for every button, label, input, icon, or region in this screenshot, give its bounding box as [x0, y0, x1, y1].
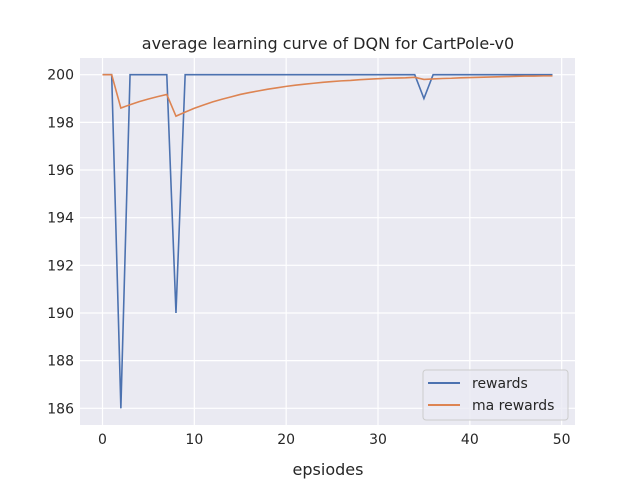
x-tick-label: 30	[369, 432, 387, 448]
y-tick-label: 190	[47, 306, 74, 322]
x-tick-label: 50	[553, 432, 571, 448]
legend-label-rewards: rewards	[472, 376, 528, 392]
tick-labels: 0 10 20 30 40 50 186 188 190 192 194 196 198 200	[47, 68, 570, 448]
plot-area	[80, 58, 575, 425]
chart-title: average learning curve of DQN for CartPo…	[142, 34, 514, 53]
x-axis-label: epsiodes	[293, 460, 364, 479]
x-tick-label: 10	[185, 432, 203, 448]
series-line-ma-rewards	[102, 73, 553, 118]
x-tick-label: 0	[98, 432, 107, 448]
legend: rewards ma rewards	[422, 369, 569, 421]
legend-label-ma-rewards: ma rewards	[472, 398, 554, 414]
y-tick-label: 194	[47, 211, 74, 227]
x-tick-label: 40	[461, 432, 479, 448]
series-line-rewards	[102, 73, 553, 409]
y-tick-label: 198	[47, 115, 74, 131]
x-tick-label: 20	[277, 432, 295, 448]
y-tick-label: 196	[47, 163, 74, 179]
series-lines	[102, 73, 553, 409]
y-tick-label: 186	[47, 401, 74, 417]
y-tick-label: 188	[47, 354, 74, 370]
y-tick-label: 192	[47, 258, 74, 274]
y-tick-label: 200	[47, 68, 74, 84]
